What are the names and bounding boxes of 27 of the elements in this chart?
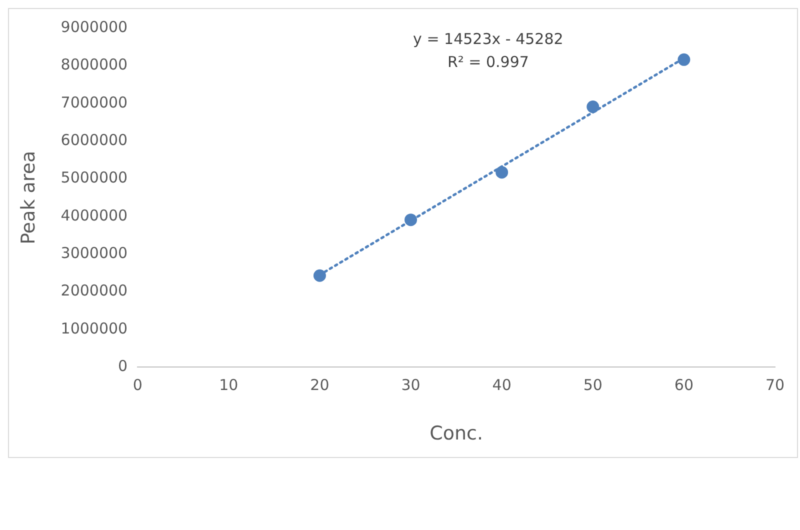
point	[586, 100, 600, 114]
x-tick-label: 40	[492, 376, 512, 394]
y-tick-label: 3000000	[60, 244, 128, 262]
y-tick-label: 8000000	[60, 56, 128, 74]
x-tick-label: 50	[583, 376, 602, 394]
x-tick-label: 60	[674, 376, 694, 394]
y-tick-label: 7000000	[60, 93, 128, 112]
point	[678, 53, 690, 66]
y-tick-label: 0	[118, 357, 128, 376]
annotation: R² = 0.997	[447, 52, 529, 71]
y-tick-label: 5000000	[60, 168, 128, 187]
x-tick-label: 30	[401, 376, 420, 394]
x-tick-label: 10	[219, 376, 238, 394]
y-tick-label: 1000000	[60, 319, 128, 338]
y-tick-label: 4000000	[60, 206, 128, 224]
y-tick-label: 2000000	[60, 282, 128, 300]
y-tick-label: 6000000	[60, 130, 128, 149]
y-axis-title: Peak area	[17, 150, 40, 244]
annotation: y = 14523x - 45282	[413, 30, 564, 48]
x-tick-label: 20	[310, 376, 330, 394]
x-tick-label: 70	[765, 376, 785, 394]
point	[496, 166, 508, 179]
y-tick-label: 9000000	[60, 18, 128, 36]
x-tick-label: 0	[132, 376, 142, 394]
x-axis-title: Conc.	[430, 422, 484, 445]
point	[313, 269, 326, 282]
point	[404, 214, 418, 226]
